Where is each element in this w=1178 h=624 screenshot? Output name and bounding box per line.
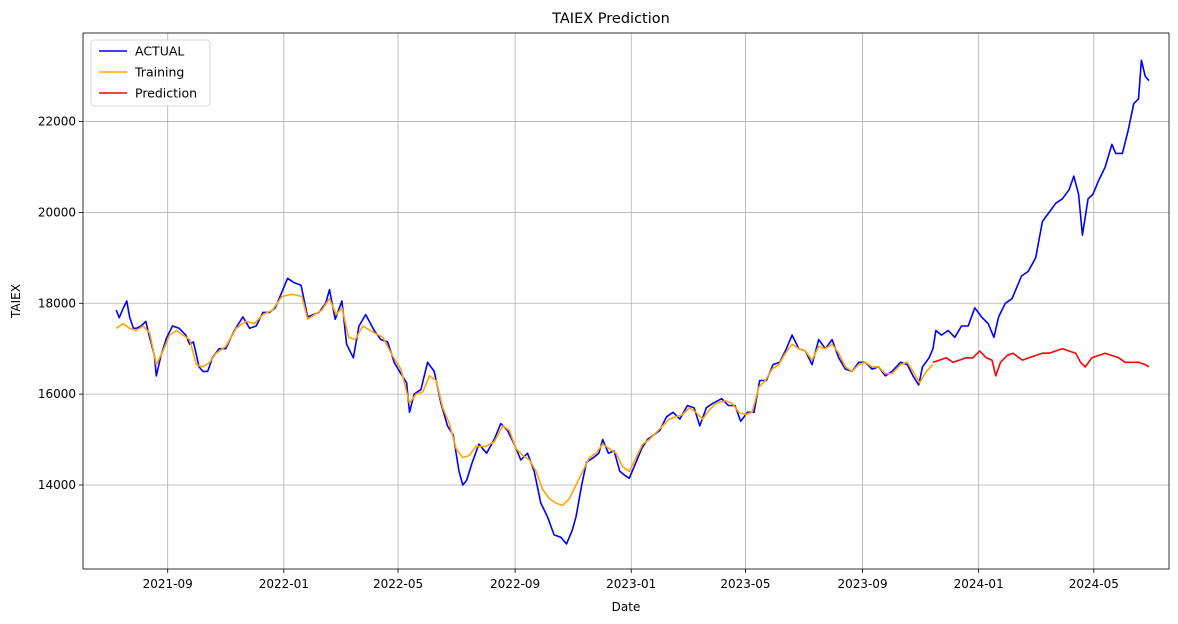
plot-frame bbox=[82, 32, 1170, 570]
legend-label-training: Training bbox=[134, 65, 184, 80]
grid-lines bbox=[83, 33, 1169, 569]
y-axis: 14000 16000 18000 20000 22000 bbox=[38, 115, 83, 492]
x-tick-label: 2022-09 bbox=[490, 577, 540, 591]
y-tick-label: 20000 bbox=[38, 205, 76, 219]
series-line-training bbox=[115, 293, 934, 507]
chart-title: TAIEX Prediction bbox=[551, 11, 670, 27]
y-axis-label: TAIEX bbox=[9, 284, 23, 319]
x-axis: 2021-09 2022-01 2022-05 2022-09 2023-01 2023-… bbox=[143, 569, 1119, 591]
legend-label-prediction: Prediction bbox=[135, 86, 197, 101]
x-tick-label: 2023-09 bbox=[837, 577, 887, 591]
x-axis-label: Date bbox=[612, 600, 641, 614]
y-tick-label: 22000 bbox=[38, 115, 76, 129]
x-tick-label: 2021-09 bbox=[143, 577, 193, 591]
x-tick-label: 2023-01 bbox=[606, 577, 656, 591]
legend-box bbox=[90, 39, 211, 107]
x-tick-label: 2022-05 bbox=[373, 577, 423, 591]
legend: ACTUAL Training Prediction bbox=[90, 39, 211, 107]
y-tick-label: 14000 bbox=[38, 478, 76, 492]
series-line-prediction bbox=[932, 347, 1150, 377]
x-tick-label: 2023-05 bbox=[720, 577, 770, 591]
legend-label-actual: ACTUAL bbox=[135, 44, 184, 59]
series-lines bbox=[115, 59, 1150, 545]
x-tick-label: 2022-01 bbox=[259, 577, 309, 591]
y-tick-label: 16000 bbox=[38, 387, 76, 401]
x-tick-label: 2024-01 bbox=[954, 577, 1004, 591]
x-tick-label: 2024-05 bbox=[1069, 577, 1119, 591]
y-tick-label: 18000 bbox=[38, 296, 76, 310]
